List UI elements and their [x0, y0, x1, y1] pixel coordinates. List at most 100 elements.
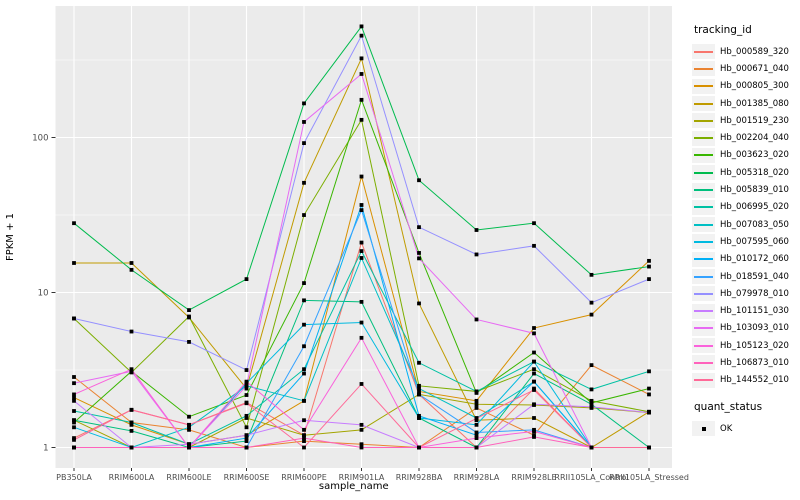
- data-point: [532, 416, 536, 420]
- plot-panel: [55, 6, 672, 468]
- legend-key-line-icon: [694, 206, 713, 209]
- data-point: [72, 392, 76, 397]
- legend-item-Hb_079978_010: Hb_079978_010: [692, 285, 800, 302]
- data-point: [532, 350, 536, 355]
- legend-key-line-icon: [694, 327, 713, 330]
- data-point: [244, 368, 249, 372]
- data-point: [474, 398, 479, 403]
- legend-key-line-icon: [694, 154, 713, 157]
- data-point: [417, 256, 421, 261]
- legend-item-Hb_010172_060: Hb_010172_060: [692, 251, 800, 268]
- legend-key-line-icon: [694, 292, 713, 295]
- data-point: [474, 422, 479, 427]
- data-point: [129, 445, 134, 450]
- black-square-marker-icon: [701, 426, 706, 431]
- y-tick-label: 10: [38, 289, 49, 299]
- x-tick-label: RRII105LA_Stressed: [609, 473, 689, 482]
- legend-item-label: Hb_005839_010: [720, 185, 789, 196]
- data-point: [359, 422, 364, 427]
- data-point: [187, 314, 191, 319]
- data-point: [532, 243, 536, 248]
- legend-key-box: [692, 234, 715, 250]
- legend-key-box: [692, 217, 715, 233]
- legend-item-Hb_018591_040: Hb_018591_040: [692, 268, 800, 285]
- data-point: [417, 445, 421, 450]
- data-point: [417, 301, 421, 306]
- data-point: [474, 416, 479, 421]
- legend-key-box: [692, 113, 715, 129]
- data-point: [302, 180, 306, 185]
- legend-key-box: [692, 303, 715, 319]
- data-point: [532, 435, 536, 439]
- legend-item-label: Hb_144552_010: [720, 375, 789, 386]
- data-point: [359, 320, 364, 325]
- data-point: [417, 389, 421, 394]
- data-point: [417, 225, 421, 230]
- legend-item-label: OK: [720, 423, 733, 434]
- data-point: [474, 228, 479, 232]
- data-point: [417, 416, 421, 420]
- legend-item-label: Hb_079978_010: [720, 288, 789, 299]
- data-point: [244, 445, 249, 450]
- legend-item-Hb_002204_040: Hb_002204_040: [692, 129, 800, 146]
- data-point: [302, 418, 306, 423]
- data-point: [187, 425, 191, 430]
- legend-key-line-icon: [694, 223, 713, 226]
- data-point: [129, 261, 134, 265]
- data-point: [359, 335, 364, 340]
- y-tick-label: 100: [32, 134, 48, 144]
- data-point: [359, 117, 364, 122]
- legend-item-Hb_106873_010: Hb_106873_010: [692, 354, 800, 371]
- data-point: [187, 427, 191, 432]
- legend-key-line-icon: [694, 310, 713, 313]
- data-point: [474, 252, 479, 257]
- data-point: [532, 379, 536, 384]
- data-point: [417, 383, 421, 388]
- x-tick-label: RRII105LA_Control: [554, 473, 628, 482]
- data-point: [244, 433, 249, 438]
- legend-item-label: Hb_000805_300: [720, 81, 789, 92]
- data-point: [474, 436, 479, 440]
- legend-item-Hb_007083_050: Hb_007083_050: [692, 216, 800, 233]
- data-point: [417, 386, 421, 391]
- legend-item-label: Hb_005318_020: [720, 167, 789, 178]
- data-point: [72, 375, 76, 379]
- x-axis-title: sample_name: [319, 481, 389, 492]
- legend-item-label: Hb_001519_230: [720, 115, 789, 126]
- data-point: [532, 371, 536, 376]
- data-point: [244, 401, 249, 406]
- legend-key-line-icon: [694, 275, 713, 278]
- data-point: [129, 369, 134, 374]
- data-point: [244, 277, 249, 282]
- data-point: [647, 392, 651, 397]
- data-point: [589, 445, 594, 450]
- y-tick-label: 1: [43, 444, 48, 454]
- data-point: [244, 386, 249, 391]
- data-point: [589, 398, 594, 403]
- data-point: [129, 407, 134, 412]
- data-point: [302, 367, 306, 372]
- legend-item-Hb_105123_020: Hb_105123_020: [692, 337, 800, 354]
- legend-item-label: Hb_101151_030: [720, 306, 789, 317]
- data-point: [474, 317, 479, 322]
- data-point: [474, 433, 479, 438]
- legend-item-label: Hb_000589_320: [720, 46, 789, 57]
- data-point: [302, 433, 306, 438]
- data-point: [589, 404, 594, 409]
- legend-item-label: Hb_018591_040: [720, 271, 789, 282]
- legend-item-Hb_006995_020: Hb_006995_020: [692, 199, 800, 216]
- data-point: [647, 369, 651, 374]
- legend-key-line-icon: [694, 171, 713, 174]
- data-point: [589, 363, 594, 368]
- data-point: [72, 381, 76, 386]
- data-point: [244, 439, 249, 443]
- data-point: [72, 409, 76, 413]
- x-tick-label: PB350LA: [56, 473, 92, 482]
- legend-key-box: [692, 147, 715, 163]
- data-point: [474, 389, 479, 394]
- data-point: [647, 445, 651, 450]
- legend-key-line-icon: [694, 344, 713, 347]
- data-point: [129, 329, 134, 334]
- legend-item-label: Hb_000671_040: [720, 63, 789, 74]
